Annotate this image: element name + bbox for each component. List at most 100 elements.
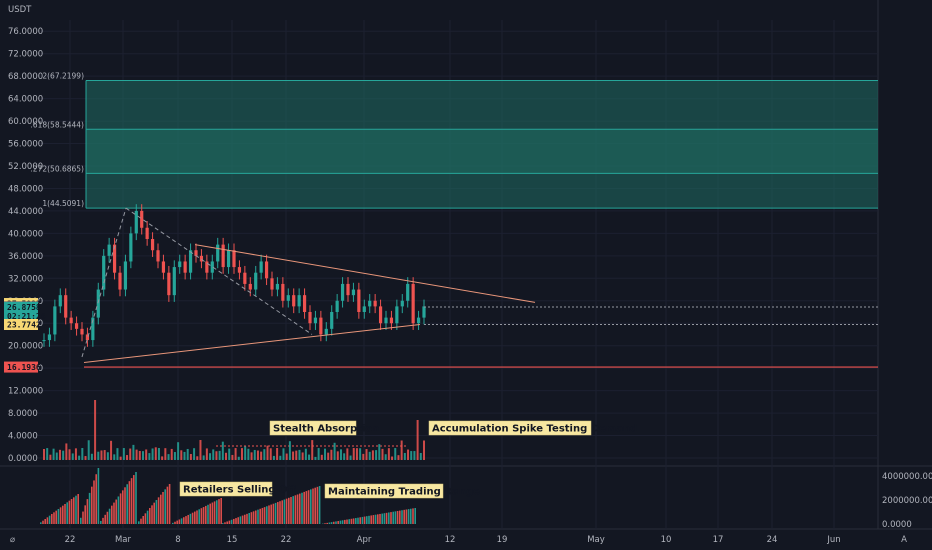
volume-bar <box>116 448 119 460</box>
candle-body <box>221 244 225 268</box>
volume-bar <box>279 455 282 460</box>
trend-lines <box>81 207 878 447</box>
volume-bar <box>135 449 138 460</box>
y-tick-label: 32.0000 <box>8 274 43 284</box>
candle-body <box>216 244 220 262</box>
volume-bar <box>148 453 151 460</box>
indicator-bar <box>160 494 162 524</box>
x-tick-label: Mar <box>115 535 132 545</box>
volume-bar <box>126 455 129 460</box>
indicator-bar <box>196 510 198 524</box>
volume-bar <box>375 450 378 460</box>
indicator-bar <box>111 505 113 524</box>
indicator-bar <box>248 513 250 524</box>
fib-label: 2(67.2199) <box>42 72 84 81</box>
indicator-bar <box>261 507 264 524</box>
volume-bar <box>141 451 144 460</box>
x-tick-label: Apr <box>357 535 372 545</box>
y-tick-label: 68.0000 <box>8 72 43 82</box>
candle-body <box>237 267 242 273</box>
indicator-bar <box>355 518 357 524</box>
fib-zones: 2(67.2199) .618(58.5444) .272(50.6865) 1(44… <box>30 72 878 209</box>
indicator-bar <box>333 521 335 524</box>
indicator-bar <box>250 512 253 524</box>
candle-body <box>264 261 269 279</box>
y-tick-label: 60.0000 <box>8 117 43 127</box>
indicator-bar <box>307 490 310 524</box>
volume-bar <box>157 448 160 460</box>
candle-body <box>80 328 84 335</box>
indicator-bar <box>146 510 149 524</box>
indicator-pane <box>40 468 416 524</box>
price-labels: 27.509326.934726.875802:21:2623.774216.1… <box>4 298 46 373</box>
volume-bar <box>74 448 77 460</box>
dashed-rise-line <box>81 207 127 358</box>
price-label-text: 23.7742 <box>7 320 41 329</box>
indicator-bar <box>84 505 86 524</box>
indicator-bar <box>149 508 151 524</box>
indicator-bar <box>128 481 131 524</box>
candle-body <box>112 244 117 273</box>
indicator-bar <box>301 492 303 524</box>
volume-bar <box>46 448 49 460</box>
candle-body <box>400 300 404 307</box>
annotation-text: Maintaining Trading Range <box>328 487 480 498</box>
indicator-bar <box>122 490 124 524</box>
indicator-bar <box>178 519 181 524</box>
volume-bar <box>253 449 256 460</box>
candle-body <box>357 289 361 312</box>
indicator-bar <box>312 488 314 524</box>
candle-body <box>313 317 318 324</box>
indicator-bar <box>392 511 394 524</box>
indicator-bar <box>337 521 339 524</box>
indicator-bar <box>357 517 359 524</box>
indicator-bar <box>226 521 228 524</box>
indicator-bar <box>216 500 218 524</box>
volume-bar <box>154 447 157 460</box>
volume-bar <box>212 449 215 460</box>
volume-bar <box>269 448 272 460</box>
volume-bar <box>288 441 291 460</box>
volume-bar <box>292 451 295 460</box>
indicator-bar <box>381 513 383 524</box>
auto-scale-button[interactable]: A <box>901 535 907 545</box>
indicator-bar <box>174 521 176 524</box>
volume-bar <box>119 456 122 460</box>
volume-bar <box>122 448 125 460</box>
volume-bar <box>71 453 74 460</box>
candle-body <box>395 306 399 324</box>
indicator-bar <box>270 504 272 524</box>
volume-bar <box>106 452 109 460</box>
indicator-bar <box>168 484 171 524</box>
annotation-box <box>269 420 357 436</box>
y-tick-label: 48.0000 <box>8 184 43 194</box>
fib-label: .618(58.5444) <box>30 120 84 129</box>
indicator-bar <box>314 487 316 524</box>
volume-bar <box>55 452 58 460</box>
volume-bar <box>423 440 425 460</box>
volume-bar <box>256 450 259 460</box>
indicator-bar <box>189 513 192 524</box>
candle-body <box>330 312 334 329</box>
y-tick-label: 36.0000 <box>8 252 43 262</box>
indicator-bar <box>316 486 319 524</box>
candle-body <box>232 250 236 268</box>
volume-bar <box>400 440 403 460</box>
indicator-bar <box>277 502 279 524</box>
volume-bar <box>167 454 170 460</box>
volume-bar <box>298 449 301 460</box>
y-tick-label: 12.0000 <box>8 387 43 397</box>
candle-body <box>270 278 274 290</box>
indicator-bar <box>259 508 261 524</box>
volume-bar <box>260 451 263 460</box>
x-tick-label: 24 <box>767 535 778 545</box>
fib-label: .272(50.6865) <box>30 164 84 173</box>
triangle-lower-line <box>83 324 421 364</box>
volume-bar <box>65 443 68 460</box>
volume-bar <box>94 400 97 460</box>
indicator-bar <box>55 510 57 524</box>
candle-body <box>324 328 328 335</box>
x-tick-label: 8 <box>175 535 180 545</box>
indicator-bar <box>279 501 281 524</box>
